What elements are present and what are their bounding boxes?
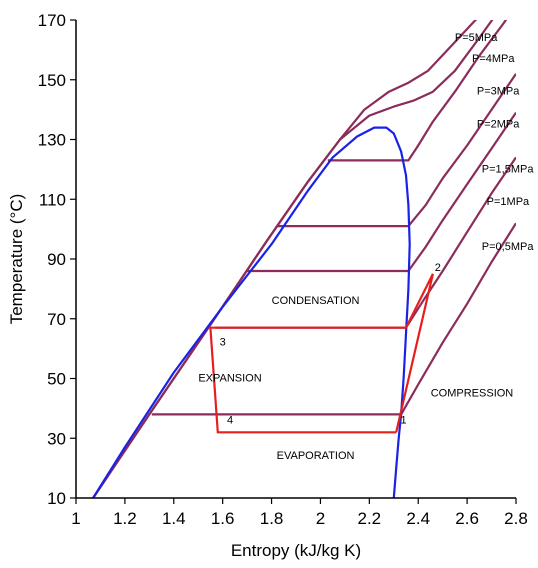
isobar-label: P=5MPa [455,32,498,44]
cycle-point-label: 2 [435,262,441,274]
x-tick-label: 1 [71,509,80,528]
x-tick-label: 2 [316,509,325,528]
isobar-label: P=1MPa [487,196,530,208]
x-tick-label: 2.8 [504,509,528,528]
y-tick-label: 10 [47,489,66,508]
annotation-layer: P=5MPa P=4MPa P=3MPa P=2MPa P=1,5MPa P=1MPa P=… [198,32,534,462]
isobar-line-5 [327,20,508,162]
x-tick-label: 2.4 [406,509,430,528]
axes: 1 1.2 1.4 1.6 1.8 2 2.2 2.4 2.6 2.8 10 30 50 70 90 110 1… [38,11,528,528]
refrigeration-cycle-line [209,273,434,434]
y-tick-label: 110 [39,190,66,209]
plot-area [92,20,516,498]
x-tick-label: 1.4 [162,509,186,528]
x-tick-label: 2.2 [358,509,382,528]
y-axis-title: Temperature (°C) [7,194,26,325]
region-label: EXPANSION [198,372,261,384]
y-tick-label: 130 [38,131,66,150]
isobar-label: P=2MPa [477,119,520,131]
isobar-label: P=3MPa [477,86,520,98]
y-tick-label: 170 [38,11,66,30]
x-axis-title: Entropy (kJ/kg K) [231,541,361,560]
y-tick-label: 90 [47,250,66,269]
region-label: CONDENSATION [272,295,360,307]
saturation-dome-line [92,126,411,498]
x-tick-label: 2.6 [455,509,479,528]
y-tick-label: 150 [38,71,66,90]
isobar-label: P=4MPa [472,53,515,65]
y-tick-label: 30 [47,429,66,448]
isobar-label: P=0,5MPa [482,241,535,253]
region-label: COMPRESSION [431,387,514,399]
cycle-point-label: 3 [220,337,226,349]
x-tick-label: 1.2 [113,509,137,528]
y-tick-label: 70 [47,310,66,329]
x-tick-label: 1.8 [260,509,284,528]
y-tick-label: 50 [47,370,66,389]
isobar-label: P=1,5MPa [482,163,535,175]
cycle-point-label: 1 [400,414,406,426]
region-label: EVAPORATION [277,450,355,462]
cycle-point-label: 4 [227,414,233,426]
x-tick-label: 1.6 [211,509,235,528]
